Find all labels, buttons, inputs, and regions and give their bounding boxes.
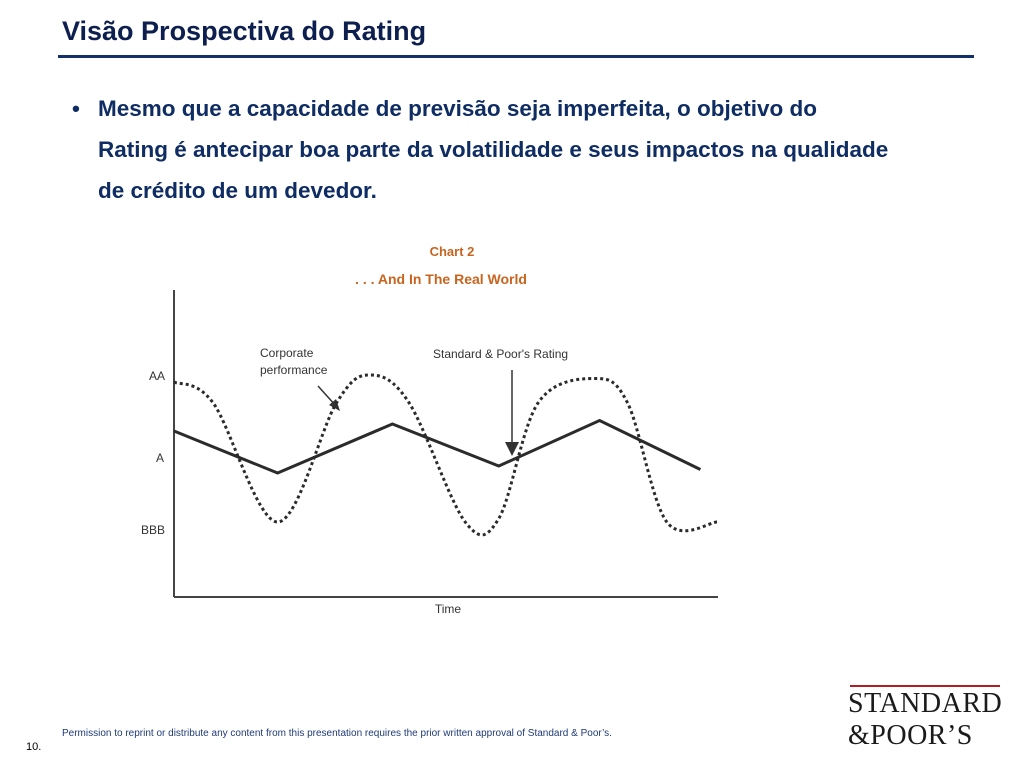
bullet-point: • Mesmo que a capacidade de previsão sej…	[72, 88, 892, 211]
y-label-aa: AA	[149, 369, 165, 383]
series-corporate-performance	[173, 373, 718, 537]
page-number: 10.	[26, 741, 42, 753]
series-layer	[173, 373, 718, 537]
x-axis-label: Time	[435, 602, 462, 616]
y-label-a: A	[156, 451, 164, 465]
annotation-corporate-line2: performance	[260, 363, 328, 377]
logo-accent-bar	[850, 685, 1000, 687]
annotation-rating: Standard & Poor's Rating	[433, 347, 568, 361]
annotation-corporate-line1: Corporate	[260, 346, 314, 360]
y-label-bbb: BBB	[141, 523, 165, 537]
sp-logo: STANDARD &POOR’S	[848, 682, 1004, 752]
rating-arrow-head	[505, 442, 519, 456]
series-sp-rating	[173, 418, 702, 475]
chart-title: . . . And In The Real World	[355, 271, 527, 287]
bullet-marker: •	[72, 96, 80, 121]
title-underline	[58, 55, 974, 58]
corporate-arrow-head	[329, 399, 340, 411]
bullet-text: Mesmo que a capacidade de previsão seja …	[98, 96, 889, 203]
slide-title: Visão Prospectiva do Rating	[62, 16, 427, 46]
permission-note: Permission to reprint or distribute any …	[62, 728, 612, 739]
chart-label: Chart 2	[430, 244, 475, 259]
logo-line-2: &POOR’S	[848, 720, 973, 751]
logo-line-1: STANDARD	[848, 688, 1003, 719]
